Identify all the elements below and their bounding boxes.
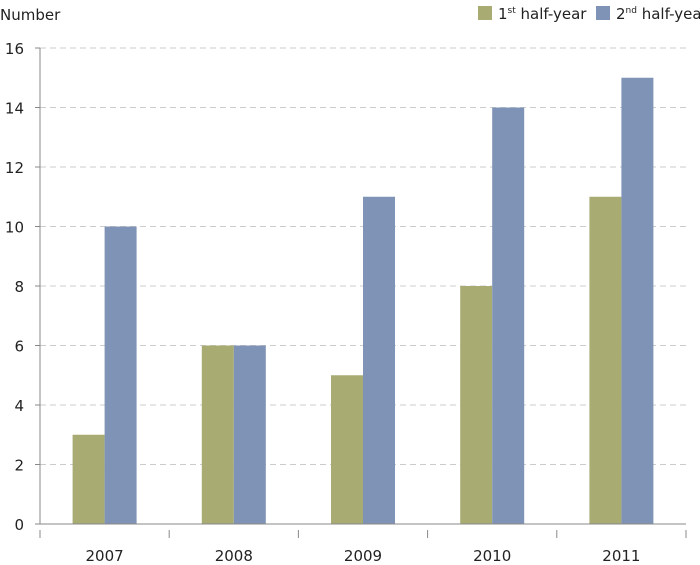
bar-2007-series-2 <box>104 226 137 524</box>
bar-2010-series-1 <box>460 286 493 524</box>
legend-label: 2nd half-year <box>616 5 700 23</box>
x-tick-label: 2011 <box>602 547 640 565</box>
y-tick-label: 14 <box>5 100 24 118</box>
x-tick-label: 2009 <box>344 547 382 565</box>
bar-2009-series-2 <box>363 196 395 524</box>
legend-swatch <box>596 6 610 20</box>
bar-2011-series-1 <box>589 196 622 524</box>
y-tick-label: 16 <box>5 40 24 58</box>
legend-swatch <box>478 6 492 20</box>
legend: 1st half-year 2nd half-year <box>478 5 700 23</box>
y-tick-label: 10 <box>5 219 24 237</box>
x-tick-label: 2007 <box>86 547 124 565</box>
y-tick-label: 8 <box>14 278 24 296</box>
y-tick-label: 2 <box>14 457 24 475</box>
bar-2009-series-1 <box>331 375 363 524</box>
y-tick-label: 0 <box>14 516 24 534</box>
bar-2010-series-2 <box>492 107 525 524</box>
y-tick-label: 4 <box>14 397 24 415</box>
bar-2007-series-1 <box>72 434 105 524</box>
bar-2008-series-1 <box>201 345 234 524</box>
bar-2008-series-2 <box>233 345 266 524</box>
legend-label: 1st half-year <box>498 5 587 23</box>
y-tick-label: 12 <box>5 159 24 177</box>
x-tick-label: 2008 <box>215 547 253 565</box>
bar-2011-series-2 <box>621 77 654 524</box>
x-tick-label: 2010 <box>473 547 511 565</box>
y-tick-label: 6 <box>14 338 24 356</box>
y-axis-label: Number <box>0 6 61 24</box>
